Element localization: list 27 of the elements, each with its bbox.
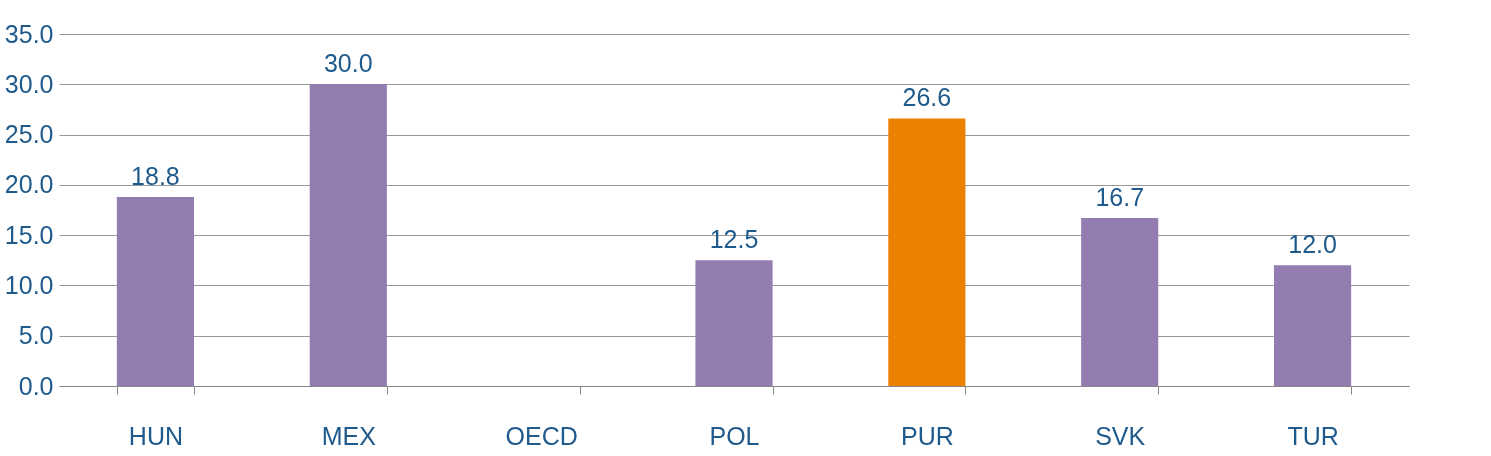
x-tick-label: HUN: [128, 421, 184, 450]
data-label: 18.8: [131, 161, 180, 190]
bar: [309, 84, 387, 386]
data-label: 12.5: [709, 225, 759, 254]
y-tick-label: 5.0: [18, 321, 54, 350]
y-tick-label: 20.0: [4, 170, 54, 199]
data-label: 12.0: [1288, 230, 1337, 259]
x-tick-label: PUR: [900, 421, 954, 450]
x-tick-label: POL: [709, 421, 760, 450]
y-tick-label: 10.0: [4, 270, 54, 299]
x-tick-label: MEX: [321, 421, 377, 450]
x-tick-label: OECD: [505, 421, 578, 450]
y-tick-label: 0.0: [18, 371, 54, 400]
data-label: 16.7: [1095, 183, 1145, 212]
bar: [1274, 265, 1352, 386]
bar: [695, 260, 773, 386]
x-tick-label: SVK: [1095, 421, 1146, 450]
y-tick-label: 25.0: [4, 120, 54, 149]
bar: [116, 196, 194, 386]
y-tick-label: 35.0: [4, 19, 54, 48]
data-label: 30.0: [323, 49, 373, 78]
data-label: 26.6: [902, 83, 952, 112]
bar: [888, 118, 966, 386]
bar: [1081, 218, 1159, 386]
y-tick-label: 30.0: [4, 69, 54, 98]
x-tick-label: TUR: [1287, 421, 1339, 450]
y-tick-label: 15.0: [4, 220, 54, 249]
